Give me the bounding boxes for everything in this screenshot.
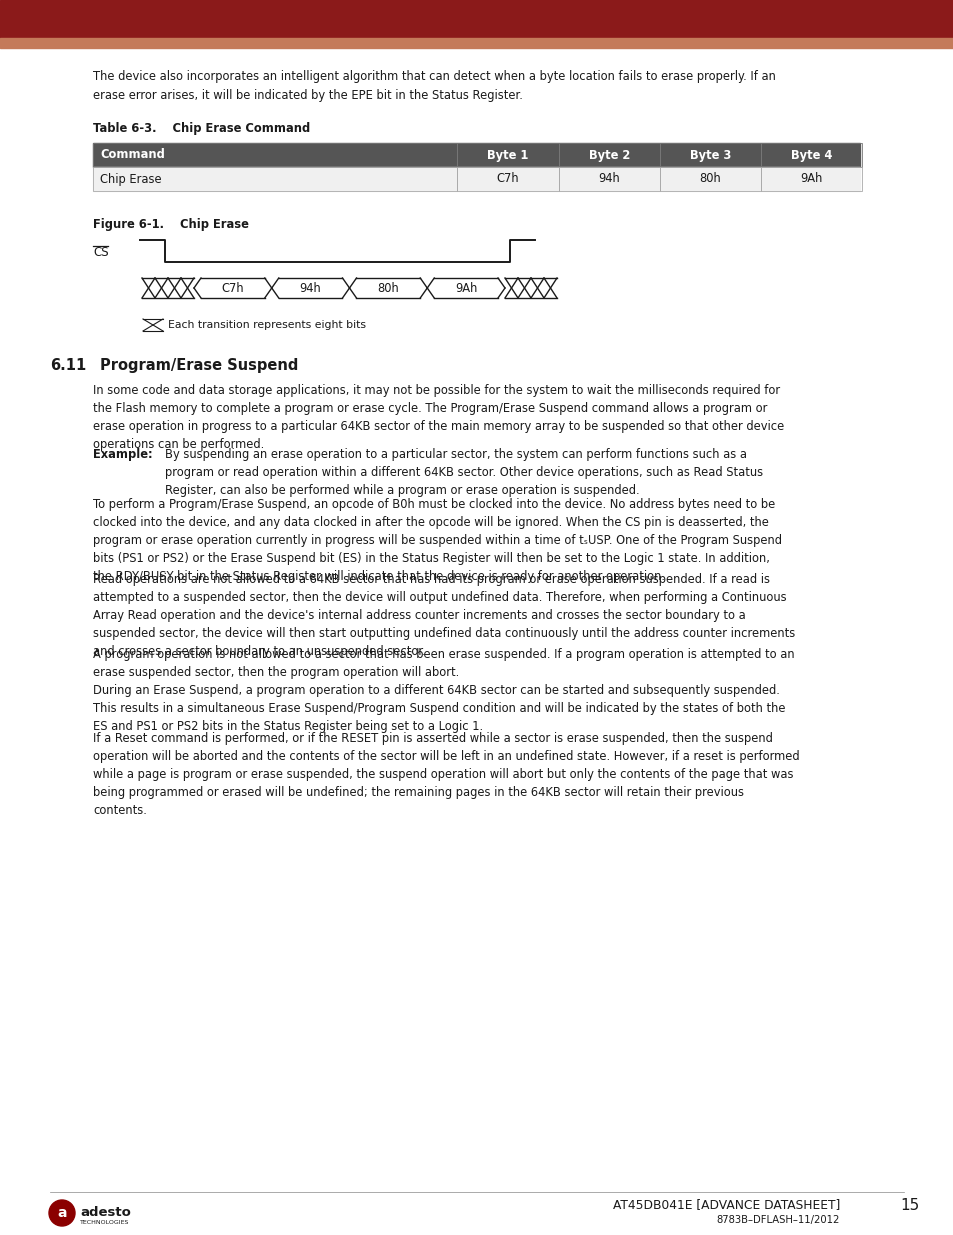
Text: 15: 15: [900, 1198, 919, 1213]
Text: C7h: C7h: [497, 173, 518, 185]
Text: 94h: 94h: [299, 282, 321, 294]
Text: AT45DB041E [ADVANCE DATASHEET]: AT45DB041E [ADVANCE DATASHEET]: [612, 1198, 840, 1212]
Bar: [0, 38, 953, 48]
Bar: [92, 143, 859, 167]
Text: Figure 6-1.    Chip Erase: Figure 6-1. Chip Erase: [92, 219, 249, 231]
Text: The device also incorporates an intelligent algorithm that can detect when a byt: The device also incorporates an intellig…: [92, 70, 775, 101]
Text: C7h: C7h: [221, 282, 244, 294]
Text: a: a: [57, 1207, 67, 1220]
Text: Byte 4: Byte 4: [790, 148, 832, 162]
Bar: [659, 143, 760, 167]
Text: Read operations are not allowed to a 64KB sector that has had its program or era: Read operations are not allowed to a 64K…: [92, 573, 795, 658]
Bar: [456, 167, 558, 191]
Text: CS: CS: [92, 246, 109, 258]
Bar: [92, 167, 859, 191]
Bar: [760, 143, 862, 167]
Text: Byte 2: Byte 2: [588, 148, 629, 162]
Text: TECHNOLOGIES: TECHNOLOGIES: [80, 1220, 130, 1225]
Text: If a Reset command is performed, or if the RESET pin is asserted while a sector : If a Reset command is performed, or if t…: [92, 732, 799, 818]
Text: By suspending an erase operation to a particular sector, the system can perform : By suspending an erase operation to a pa…: [165, 448, 762, 496]
Text: Program/Erase Suspend: Program/Erase Suspend: [100, 358, 298, 373]
Text: Chip Erase: Chip Erase: [100, 173, 161, 185]
Text: During an Erase Suspend, a program operation to a different 64KB sector can be s: During an Erase Suspend, a program opera…: [92, 684, 784, 732]
Text: Example:: Example:: [92, 448, 152, 461]
Text: Byte 1: Byte 1: [487, 148, 528, 162]
Text: 80h: 80h: [699, 173, 720, 185]
Text: adesto: adesto: [80, 1207, 131, 1219]
Text: 9Ah: 9Ah: [800, 173, 822, 185]
Text: Each transition represents eight bits: Each transition represents eight bits: [168, 320, 366, 330]
Text: Table 6-3.    Chip Erase Command: Table 6-3. Chip Erase Command: [92, 122, 310, 135]
Bar: [456, 143, 558, 167]
Text: Command: Command: [100, 148, 165, 162]
Bar: [0, 0, 953, 38]
Circle shape: [49, 1200, 75, 1226]
Text: A program operation is not allowed to a sector that has been erase suspended. If: A program operation is not allowed to a …: [92, 648, 794, 679]
Bar: [760, 167, 862, 191]
Text: 9Ah: 9Ah: [455, 282, 476, 294]
Bar: [659, 167, 760, 191]
Bar: [92, 143, 456, 167]
Bar: [558, 143, 659, 167]
Text: 80h: 80h: [377, 282, 399, 294]
Text: To perform a Program/Erase Suspend, an opcode of B0h must be clocked into the de: To perform a Program/Erase Suspend, an o…: [92, 499, 781, 583]
Bar: [558, 167, 659, 191]
Text: In some code and data storage applications, it may not be possible for the syste: In some code and data storage applicatio…: [92, 384, 783, 451]
Text: 6.11: 6.11: [50, 358, 86, 373]
Text: Byte 3: Byte 3: [689, 148, 730, 162]
Text: 94h: 94h: [598, 173, 619, 185]
Bar: [92, 167, 456, 191]
Text: 8783B–DFLASH–11/2012: 8783B–DFLASH–11/2012: [716, 1215, 840, 1225]
